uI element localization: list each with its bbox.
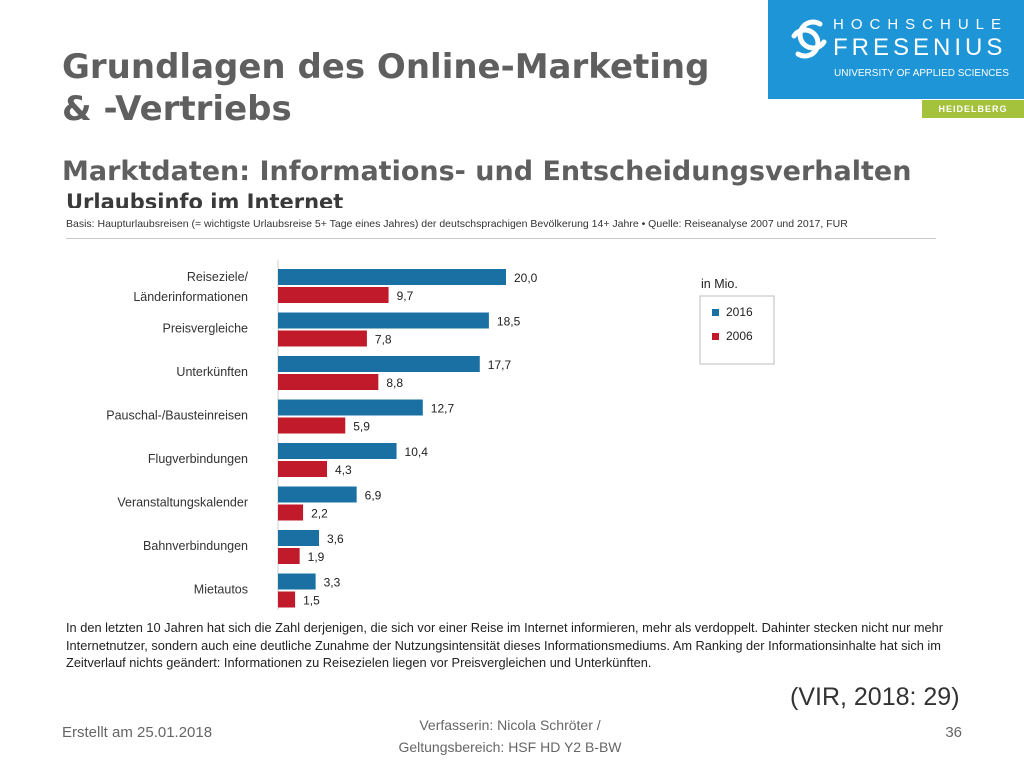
data-label-2006: 7,8	[375, 333, 392, 347]
bar-2006	[278, 287, 389, 303]
bar-2006	[278, 374, 379, 390]
bar-2016	[278, 356, 480, 372]
data-label-2016: 6,9	[365, 489, 382, 503]
bar-2006	[278, 591, 296, 608]
data-label-2006: 8,8	[386, 376, 403, 390]
category-label-part: Reiseziele/	[187, 270, 249, 284]
data-label-2016: 10,4	[405, 445, 429, 459]
bar-2006	[278, 548, 300, 564]
data-label-2006: 1,5	[303, 594, 320, 608]
logo-line2: FRESENIUS	[833, 34, 1007, 61]
bar-2006	[278, 504, 304, 521]
data-label-2016: 20,0	[514, 271, 538, 285]
data-label-2006: 5,9	[353, 420, 370, 434]
divider	[66, 238, 936, 239]
data-label-2016: 3,6	[327, 532, 344, 546]
data-label-2006: 4,3	[335, 463, 352, 477]
category-label: Pauschal-/Bausteinreisen	[106, 409, 248, 423]
category-label: Bahnverbindungen	[143, 539, 248, 553]
category-label: Flugverbindungen	[148, 452, 248, 466]
legend-swatch-2006	[712, 333, 719, 340]
data-label-2006: 9,7	[397, 289, 414, 303]
footer-author-line1: Verfasserin: Nicola Schröter /	[419, 717, 601, 733]
bar-2016	[278, 530, 320, 546]
footer-author-line2: Geltungsbereich: HSF HD Y2 B-BW	[398, 739, 622, 755]
category-label: Veranstaltungskalender	[117, 496, 248, 510]
chart-heading: Urlaubsinfo im Internet	[66, 190, 344, 208]
bar-2016	[278, 443, 397, 459]
data-label-2016: 17,7	[488, 358, 512, 372]
chart-basis-note: Basis: Haupturlaubsreisen (= wichtigste …	[66, 218, 848, 230]
fresenius-logo-icon	[791, 19, 827, 59]
logo-line3: UNIVERSITY OF APPLIED SCIENCES	[834, 68, 1009, 79]
category-label: Mietautos	[194, 583, 248, 597]
bar-2016	[278, 573, 316, 590]
slide-title-line1: Grundlagen des Online-Marketing	[62, 47, 710, 87]
footer-author: Verfasserin: Nicola Schröter / Geltungsb…	[360, 714, 660, 758]
campus-badge: HEIDELBERG	[922, 100, 1024, 118]
page-number: 36	[945, 724, 962, 741]
legend-box	[699, 295, 775, 365]
bar-2016	[278, 312, 489, 329]
bar-2016	[278, 486, 357, 503]
category-label-part: Länderinformationen	[133, 290, 248, 304]
bar-2006	[278, 330, 367, 347]
bar-2006	[278, 461, 328, 477]
slide-title-line2: & -Vertriebs	[62, 89, 292, 129]
slide-subtitle: Marktdaten: Informations- und Entscheidu…	[62, 156, 912, 187]
category-label: Unterkünften	[176, 365, 248, 379]
chart-description: In den letzten 10 Jahren hat sich die Za…	[66, 620, 944, 670]
bar-chart: Reiseziele/Länderinformationen 20,0 9,7 Pre…	[106, 260, 775, 610]
data-label-2016: 12,7	[431, 402, 455, 416]
citation: (VIR, 2018: 29)	[790, 683, 960, 711]
category-label: Preisvergleiche	[163, 322, 249, 336]
bar-2016	[278, 399, 423, 416]
category-label: Reiseziele/Länderinformationen	[133, 270, 248, 304]
legend-label-2006: 2006	[726, 329, 753, 343]
footer-created-date: Erstellt am 25.01.2018	[62, 724, 213, 741]
legend-swatch-2016	[712, 309, 719, 316]
data-label-2006: 1,9	[308, 550, 325, 564]
legend-title: in Mio.	[701, 277, 738, 291]
data-label-2016: 3,3	[324, 576, 341, 590]
bar-2006	[278, 417, 346, 434]
slide-title: Grundlagen des Online-Marketing & -Vertr…	[62, 46, 709, 130]
legend-label-2016: 2016	[726, 305, 753, 319]
logo-line1: HOCHSCHULE	[833, 16, 1009, 33]
data-label-2006: 2,2	[311, 507, 328, 521]
data-label-2016: 18,5	[497, 315, 521, 329]
bar-2016	[278, 269, 506, 285]
